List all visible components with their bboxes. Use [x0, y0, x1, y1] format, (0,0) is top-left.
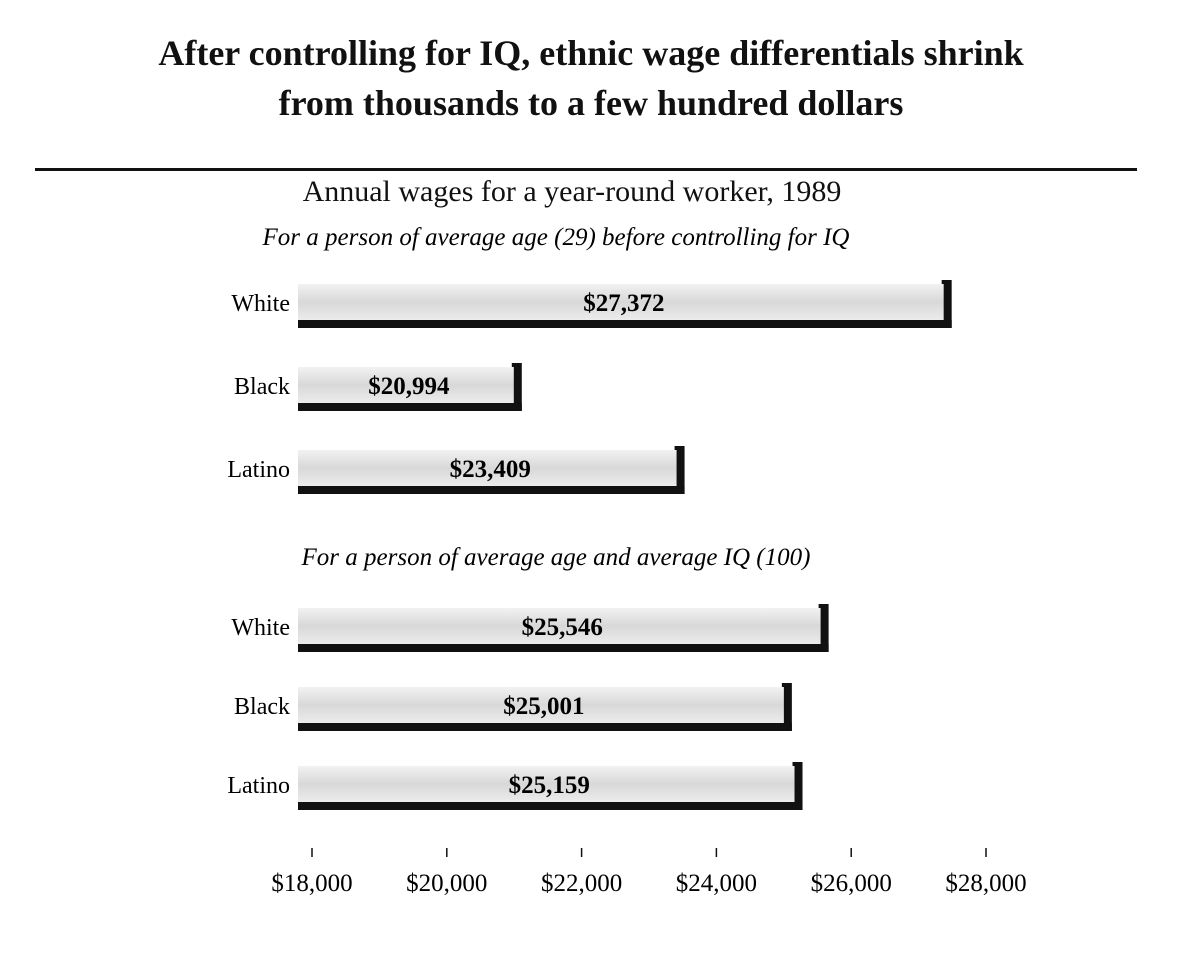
- bar: [298, 687, 784, 723]
- bar: [298, 450, 677, 486]
- group-label: For a person of average age (29) before …: [262, 224, 850, 251]
- bar-shadow: [818, 604, 829, 652]
- x-tick-label: $26,000: [811, 870, 892, 897]
- chart-title-line-2: from thousands to a few hundred dollars: [278, 83, 904, 123]
- x-tick-label: $18,000: [271, 870, 352, 897]
- category-label: White: [231, 291, 290, 317]
- category-label: Black: [234, 374, 290, 400]
- bar-shadow: [298, 320, 952, 328]
- bar-shadow: [792, 762, 803, 810]
- bar-shadow: [511, 363, 522, 411]
- bar-shadow: [298, 723, 792, 731]
- chart-subtitle: Annual wages for a year-round worker, 19…: [302, 175, 842, 208]
- category-label: Black: [234, 694, 290, 720]
- bar-shadow: [674, 446, 685, 494]
- x-tick-label: $20,000: [406, 870, 487, 897]
- x-tick-label: $28,000: [945, 870, 1026, 897]
- title-divider: [35, 168, 1137, 171]
- category-label: White: [231, 615, 290, 641]
- bar: [298, 367, 514, 403]
- data-label: $25,001: [503, 693, 584, 720]
- data-label: $25,546: [522, 614, 603, 641]
- data-label: $25,159: [509, 772, 590, 799]
- data-label: $27,372: [583, 290, 664, 317]
- chart-title: After controlling for IQ, ethnic wage di…: [0, 28, 1182, 128]
- bar: [298, 608, 821, 644]
- data-label: $20,994: [368, 373, 450, 400]
- category-label: Latino: [227, 457, 290, 483]
- bar: [298, 284, 944, 320]
- bar-shadow: [298, 802, 803, 810]
- data-label: $23,409: [450, 456, 531, 483]
- bar-shadow: [298, 486, 685, 494]
- bar-shadow: [298, 403, 522, 411]
- x-tick-label: $22,000: [541, 870, 622, 897]
- chart-title-line-1: After controlling for IQ, ethnic wage di…: [158, 33, 1024, 73]
- category-label: Latino: [227, 773, 290, 799]
- bar-shadow: [781, 683, 792, 731]
- bar-shadow: [298, 644, 829, 652]
- bar: [298, 766, 795, 802]
- bar-shadow: [941, 280, 952, 328]
- group-label: For a person of average age and average …: [301, 544, 811, 571]
- x-tick-label: $24,000: [676, 870, 757, 897]
